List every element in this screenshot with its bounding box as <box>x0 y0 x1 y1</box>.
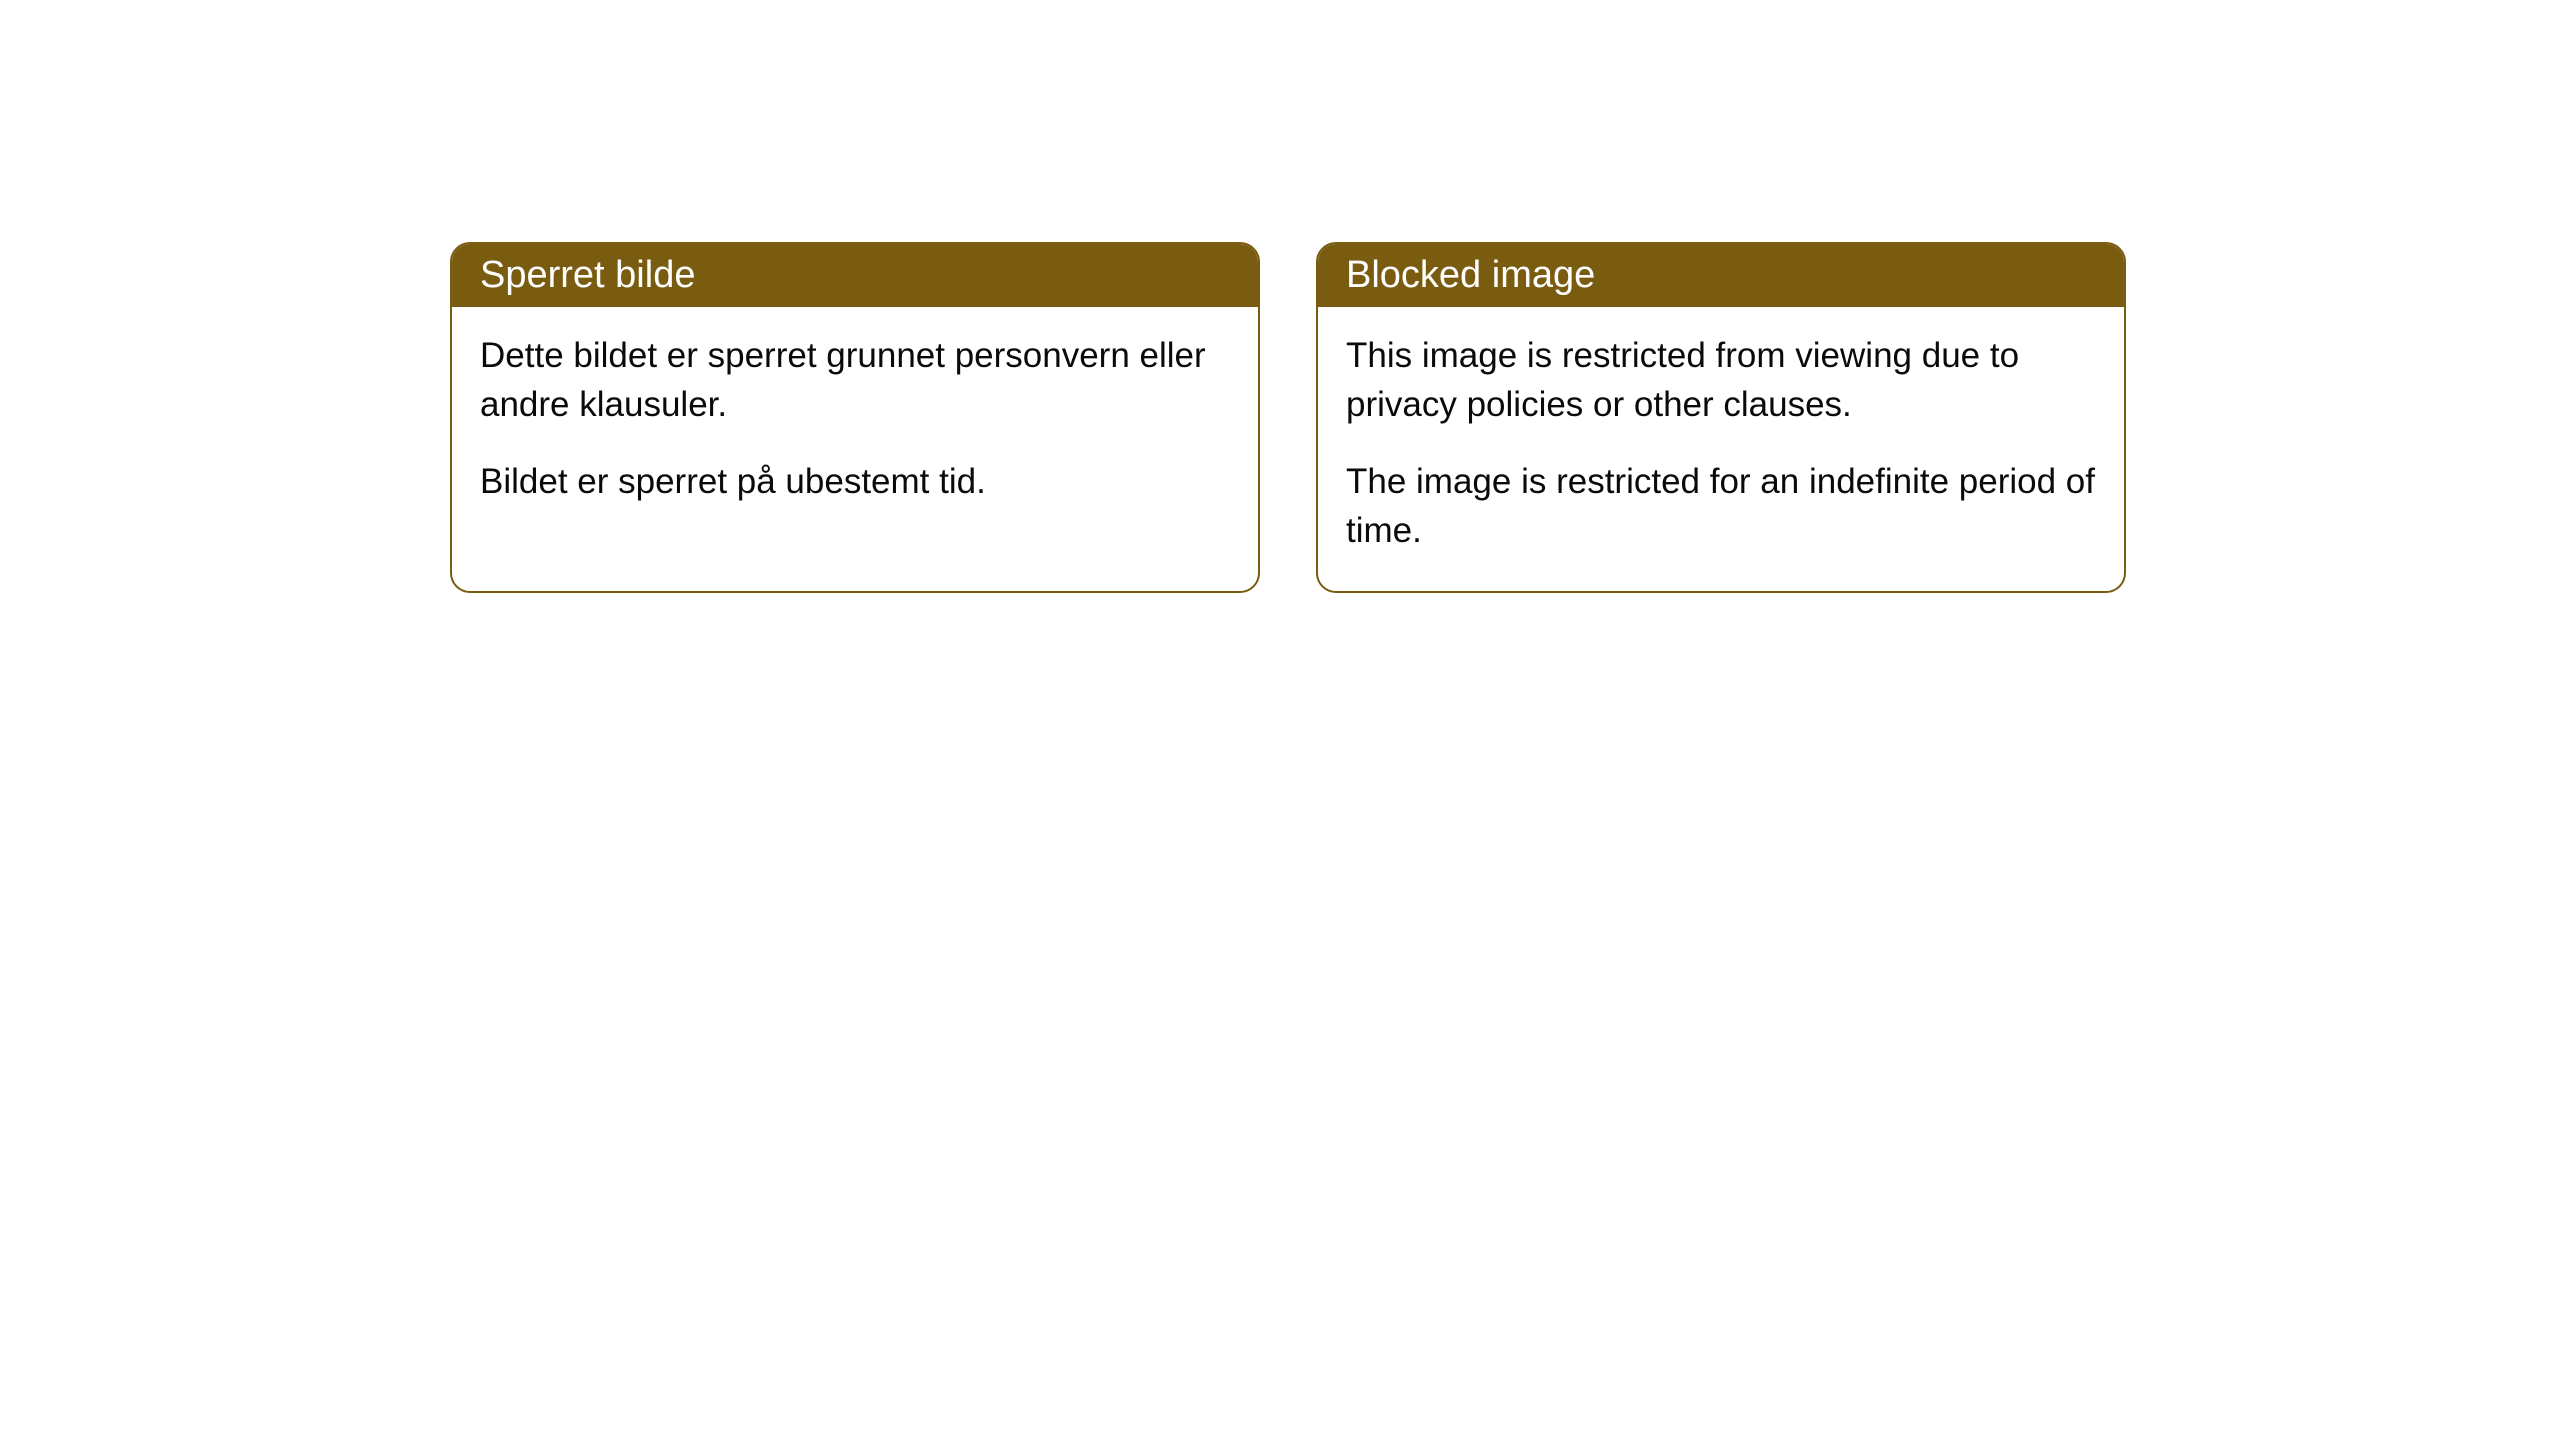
notice-card-norwegian: Sperret bilde Dette bildet er sperret gr… <box>450 242 1260 593</box>
card-paragraph: This image is restricted from viewing du… <box>1346 331 2096 429</box>
card-paragraph: The image is restricted for an indefinit… <box>1346 457 2096 555</box>
card-body: This image is restricted from viewing du… <box>1318 307 2124 591</box>
card-body: Dette bildet er sperret grunnet personve… <box>452 307 1258 542</box>
card-paragraph: Dette bildet er sperret grunnet personve… <box>480 331 1230 429</box>
card-header: Blocked image <box>1318 244 2124 307</box>
card-title: Sperret bilde <box>480 254 695 296</box>
card-title: Blocked image <box>1346 254 1595 296</box>
card-header: Sperret bilde <box>452 244 1258 307</box>
notice-card-english: Blocked image This image is restricted f… <box>1316 242 2126 593</box>
card-paragraph: Bildet er sperret på ubestemt tid. <box>480 457 1230 506</box>
notice-cards-container: Sperret bilde Dette bildet er sperret gr… <box>450 242 2126 593</box>
